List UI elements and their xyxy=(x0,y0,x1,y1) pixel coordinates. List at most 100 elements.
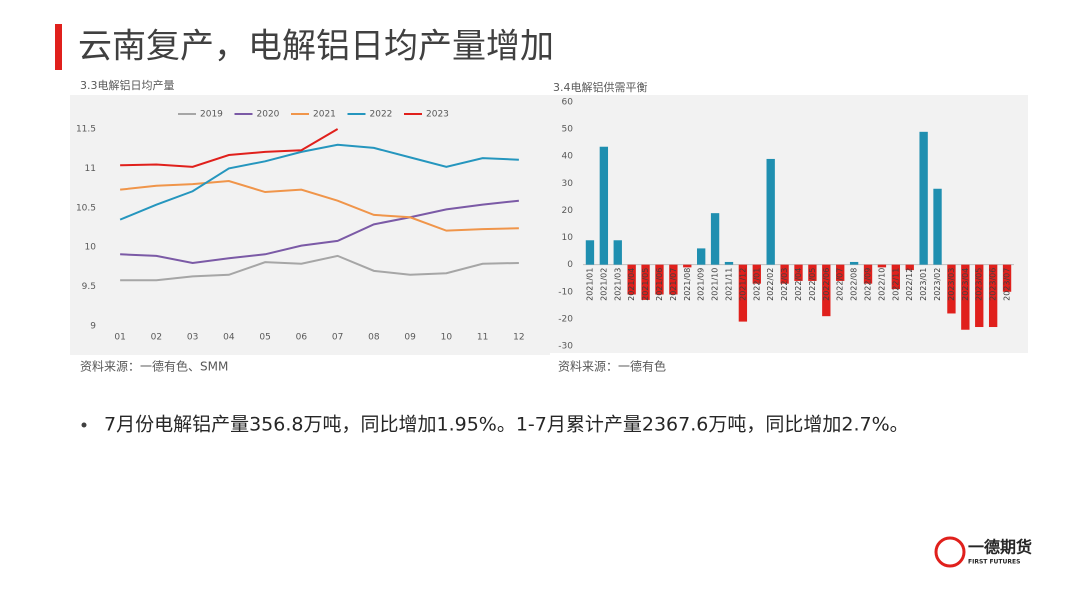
legend-label: 2021 xyxy=(313,110,336,120)
bar xyxy=(710,213,720,265)
line-series xyxy=(120,254,519,282)
x-tick-label: 2021/08 xyxy=(683,268,692,301)
x-tick-label: 2021/06 xyxy=(655,268,664,301)
bar xyxy=(585,240,595,265)
bar xyxy=(766,158,775,265)
bar xyxy=(655,264,664,295)
bar xyxy=(641,264,650,300)
bar xyxy=(669,264,678,295)
x-tick-label: 2021/01 xyxy=(585,268,594,301)
x-tick-label: 2022/11 xyxy=(891,268,900,301)
bar xyxy=(752,264,761,284)
x-tick-label: 04 xyxy=(223,333,235,343)
legend-label: 2020 xyxy=(257,110,280,120)
chart-panel xyxy=(550,95,1028,353)
x-tick-label: 2023/05 xyxy=(975,268,984,301)
x-tick-label: 2023/01 xyxy=(919,268,928,301)
slide-title: 云南复产，电解铝日均产量增加 xyxy=(78,27,554,67)
x-tick-label: 2021/09 xyxy=(697,268,706,301)
legend-label: 2023 xyxy=(426,110,449,120)
bar xyxy=(961,264,970,330)
bar xyxy=(780,264,789,284)
y-tick-label: -20 xyxy=(558,314,573,324)
bar xyxy=(863,264,873,284)
bar xyxy=(738,264,748,322)
x-tick-label: 2022/05 xyxy=(808,268,817,301)
bar xyxy=(613,240,622,265)
bar xyxy=(627,264,636,295)
x-tick-label: 2021/02 xyxy=(599,268,608,301)
legend-label: 2019 xyxy=(200,110,223,120)
bar xyxy=(1002,264,1012,292)
line-series xyxy=(119,143,519,221)
bar xyxy=(683,264,692,268)
line-series xyxy=(120,199,519,264)
line-series xyxy=(120,128,339,168)
bullet-text: 7月份电解铝产量356.8万吨，同比增加1.95%。1-7月累计产量2367.6… xyxy=(104,414,909,436)
x-tick-label: 2022/07 xyxy=(836,268,845,301)
y-tick-label: 10 xyxy=(85,243,97,253)
bar xyxy=(849,261,859,265)
bar xyxy=(947,264,956,314)
chart-title: 3.4电解铝供需平衡 xyxy=(553,80,648,94)
x-tick-label: 10 xyxy=(441,333,453,343)
bar xyxy=(988,264,998,328)
x-tick-label: 2021/03 xyxy=(613,268,622,301)
x-tick-label: 2023/04 xyxy=(961,268,970,301)
y-tick-label: 30 xyxy=(562,179,574,189)
x-tick-label: 2022/12 xyxy=(905,268,914,301)
y-tick-label: -10 xyxy=(558,287,573,297)
y-tick-label: 10 xyxy=(562,233,574,243)
x-tick-label: 2021/10 xyxy=(711,268,720,301)
x-tick-label: 2023/03 xyxy=(947,268,956,301)
bar xyxy=(599,146,609,265)
bar xyxy=(794,264,803,281)
bar xyxy=(697,248,706,265)
source-note: 资料来源：一德有色 xyxy=(558,359,666,374)
bar xyxy=(905,264,914,271)
logo-english: FIRST FUTURES xyxy=(968,559,1020,566)
x-tick-label: 07 xyxy=(332,333,343,343)
x-tick-label: 2022/01 xyxy=(752,268,761,301)
x-tick-label: 09 xyxy=(404,333,416,343)
y-tick-label: 40 xyxy=(562,152,574,162)
line-series xyxy=(120,179,519,232)
x-tick-label: 2022/04 xyxy=(794,268,803,301)
title-accent xyxy=(55,24,62,70)
x-tick-label: 06 xyxy=(296,333,308,343)
x-tick-label: 05 xyxy=(259,333,270,343)
x-tick-label: 2023/06 xyxy=(989,268,998,301)
x-tick-label: 2021/04 xyxy=(627,268,636,301)
y-tick-label: 11 xyxy=(85,164,96,174)
x-tick-label: 2022/08 xyxy=(850,268,859,301)
chart-title: 3.3电解铝日均产量 xyxy=(80,78,175,92)
y-tick-label: 10.5 xyxy=(76,203,96,213)
x-tick-label: 11 xyxy=(477,333,488,343)
y-tick-label: 9 xyxy=(90,322,96,332)
x-tick-label: 2022/02 xyxy=(766,268,775,301)
x-tick-label: 02 xyxy=(151,333,162,343)
x-tick-label: 08 xyxy=(368,333,380,343)
bar xyxy=(836,264,845,281)
x-tick-label: 2021/05 xyxy=(641,268,650,301)
x-tick-label: 2021/07 xyxy=(669,268,678,301)
x-tick-label: 03 xyxy=(187,333,198,343)
x-tick-label: 2021/12 xyxy=(738,268,747,301)
x-tick-label: 2022/10 xyxy=(877,268,886,301)
x-tick-label: 2021/11 xyxy=(724,268,733,301)
y-tick-label: -30 xyxy=(558,342,573,352)
x-tick-label: 01 xyxy=(114,333,125,343)
x-tick-label: 2022/09 xyxy=(864,268,873,301)
bar xyxy=(808,264,817,281)
bar xyxy=(975,264,984,328)
source-note: 资料来源：一德有色、SMM xyxy=(80,359,228,374)
x-tick-label: 2022/03 xyxy=(780,268,789,301)
bar xyxy=(877,264,887,268)
x-tick-label: 12 xyxy=(513,333,524,343)
x-tick-label: 2022/06 xyxy=(822,268,831,301)
logo-mark xyxy=(934,536,966,568)
bar xyxy=(919,131,928,265)
bar xyxy=(933,188,942,265)
bullet-dot xyxy=(81,422,87,428)
